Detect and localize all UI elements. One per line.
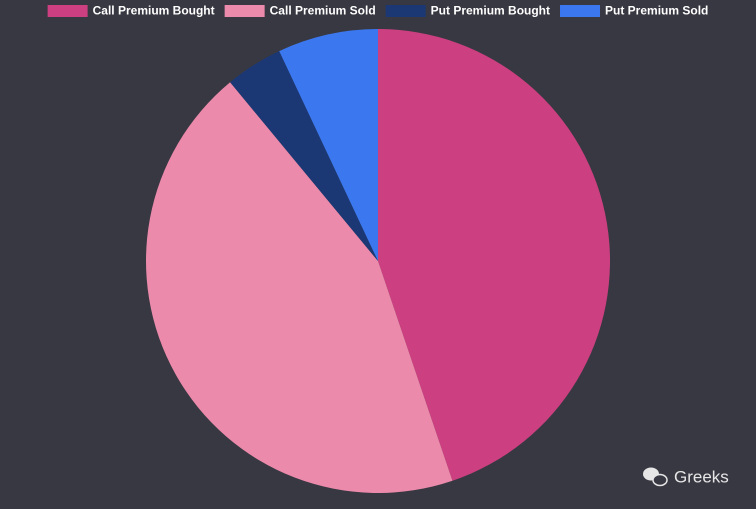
pie <box>146 29 610 493</box>
legend-label: Put Premium Bought <box>431 4 550 18</box>
legend-label: Call Premium Sold <box>270 4 376 18</box>
pie-slice <box>146 82 453 493</box>
legend-label: Put Premium Sold <box>605 4 708 18</box>
pie-slice <box>279 29 378 261</box>
legend-label: Call Premium Bought <box>93 4 215 18</box>
pie-slice <box>378 29 610 481</box>
legend-swatch <box>47 5 88 17</box>
legend-swatch <box>385 5 426 17</box>
pie-slice <box>230 51 378 261</box>
legend: Call Premium Bought Call Premium Sold Put … <box>47 4 708 18</box>
legend-swatch <box>560 5 601 17</box>
watermark-icon <box>643 467 668 487</box>
watermark: Greeks <box>674 467 729 486</box>
legend-swatch <box>224 5 265 17</box>
